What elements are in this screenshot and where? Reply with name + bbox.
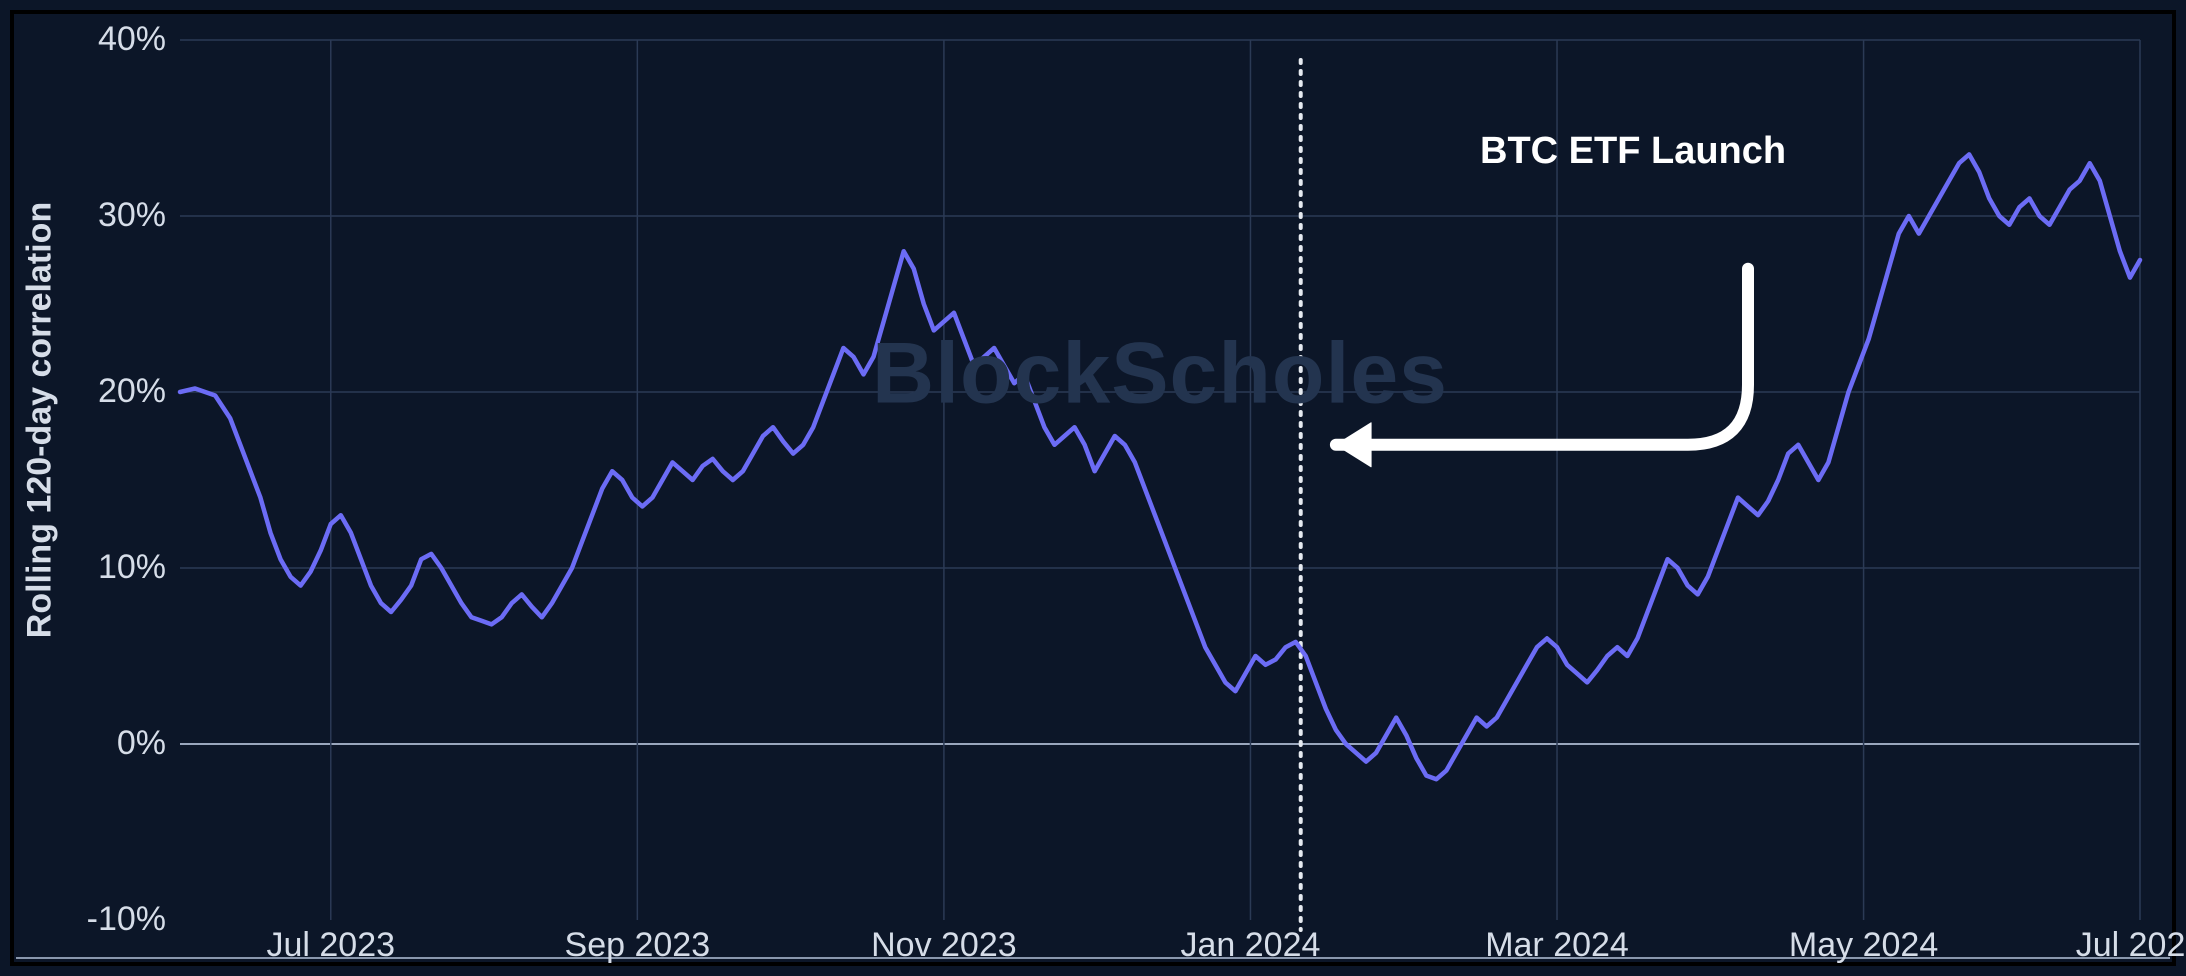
y-tick-label: 30% [98,196,166,235]
x-tick-label: May 2024 [1789,926,1938,965]
x-tick-label: Jul 2024 [2076,926,2186,965]
chart-container: Rolling 120-day correlation BlockScholes… [0,0,2186,976]
etf-annotation-label: BTC ETF Launch [1480,130,1786,173]
x-tick-label: Mar 2024 [1485,926,1629,965]
y-axis-title: Rolling 120-day correlation [21,202,60,638]
series-correlation-line [180,154,2140,779]
x-tick-label: Jan 2024 [1181,926,1321,965]
x-tick-label: Jul 2023 [266,926,395,965]
y-tick-label: 40% [98,20,166,59]
y-tick-label: 10% [98,548,166,587]
y-tick-label: -10% [87,900,166,939]
x-tick-label: Sep 2023 [565,926,711,965]
plot-svg [0,0,2186,976]
watermark-text: BlockScholes [872,325,1448,424]
etf-annotation-arrowhead [1336,423,1371,467]
y-tick-label: 20% [98,372,166,411]
x-tick-label: Nov 2023 [871,926,1017,965]
y-tick-label: 0% [117,724,166,763]
